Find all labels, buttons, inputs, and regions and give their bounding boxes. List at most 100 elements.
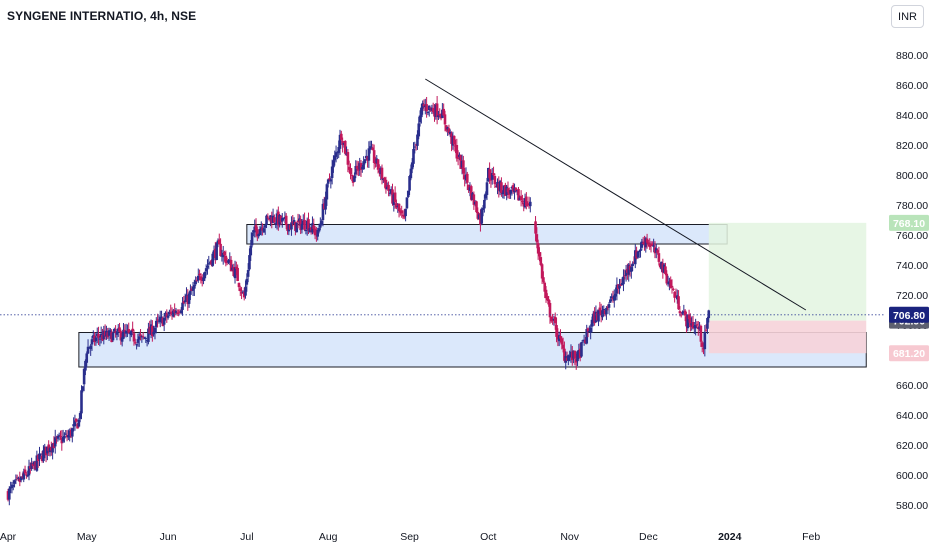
- candle: [278, 213, 281, 228]
- candle-body: [221, 252, 225, 258]
- last-price-tag-label: 706.80: [893, 310, 925, 322]
- candle: [424, 98, 427, 115]
- candle-body: [238, 288, 242, 292]
- candle: [13, 479, 16, 488]
- candle-body: [206, 265, 209, 268]
- candle-body: [349, 168, 352, 175]
- candle: [484, 191, 487, 201]
- time-axis[interactable]: Apr May Jun Jul Aug Sep Oct Nov Dec 2024 Feb: [0, 531, 820, 543]
- candle: [588, 325, 591, 333]
- candle-body: [98, 338, 102, 340]
- candle: [53, 429, 57, 454]
- candle: [241, 290, 245, 294]
- candle: [590, 316, 594, 333]
- candle-body: [207, 263, 211, 265]
- candle-body: [677, 296, 680, 310]
- candle: [593, 307, 596, 326]
- candle: [253, 219, 257, 238]
- candle: [84, 359, 87, 376]
- candle-body: [455, 144, 459, 159]
- currency-button[interactable]: INR: [891, 5, 924, 28]
- candle-body: [539, 257, 543, 265]
- candle: [656, 248, 659, 255]
- candle: [95, 327, 99, 344]
- candle-body: [414, 144, 418, 146]
- candle-body: [475, 201, 478, 213]
- candle-body: [39, 453, 43, 455]
- overlay-layer: [0, 78, 884, 316]
- candle-body: [660, 261, 663, 270]
- candle: [610, 293, 613, 302]
- candle: [577, 343, 581, 360]
- candle: [581, 339, 585, 343]
- candle: [47, 440, 50, 457]
- candle-body: [471, 193, 474, 201]
- candle-body: [510, 186, 514, 189]
- candle: [80, 385, 83, 420]
- candle: [237, 282, 241, 291]
- candle-body: [118, 327, 121, 332]
- candle: [194, 276, 197, 286]
- candle: [706, 316, 709, 334]
- candle: [479, 209, 482, 232]
- candle: [522, 198, 526, 212]
- candle: [64, 430, 68, 436]
- candle: [517, 186, 520, 201]
- candle-body: [279, 216, 283, 223]
- stop-price-tag-box: [889, 345, 929, 362]
- candle-body: [382, 178, 385, 181]
- candle-body: [203, 271, 207, 279]
- candle-body: [640, 241, 644, 248]
- target-price-tag-label: 768.10: [893, 218, 925, 230]
- candle-body: [320, 221, 323, 226]
- candle-body: [91, 335, 95, 338]
- candle-body: [614, 293, 617, 297]
- candle: [165, 309, 169, 323]
- candle: [334, 145, 338, 163]
- candle: [615, 277, 619, 301]
- candle: [645, 233, 649, 249]
- candle-body: [257, 234, 260, 237]
- candle: [489, 169, 493, 188]
- candle: [136, 333, 140, 347]
- candle-body: [253, 226, 257, 233]
- candle: [349, 163, 352, 180]
- candle: [114, 325, 117, 338]
- candle: [422, 99, 426, 111]
- candle-body: [267, 218, 271, 220]
- price-axis[interactable]: 580.00600.00620.00640.00660.00680.00700.…: [896, 50, 928, 512]
- candle: [144, 336, 148, 344]
- candle-body: [147, 328, 150, 342]
- candle-body: [52, 442, 56, 449]
- candle-body: [376, 159, 380, 170]
- candle: [82, 367, 86, 392]
- candle: [464, 167, 468, 184]
- candle-body: [557, 335, 561, 342]
- candle: [221, 245, 225, 265]
- candle-body: [586, 328, 590, 332]
- candle: [681, 310, 684, 315]
- candle: [363, 158, 367, 165]
- candle: [700, 340, 704, 353]
- candle-body: [661, 263, 665, 273]
- candle-body: [666, 282, 670, 284]
- candle: [74, 418, 78, 423]
- candle-body: [497, 183, 501, 191]
- candle: [641, 237, 645, 244]
- candle: [9, 481, 12, 494]
- candle-body: [343, 140, 347, 154]
- candle: [158, 310, 162, 328]
- candle: [392, 192, 396, 212]
- candle: [265, 214, 268, 229]
- candle-body: [397, 203, 401, 212]
- candle: [305, 217, 309, 236]
- candle-body: [162, 317, 166, 325]
- candle-body: [559, 335, 562, 339]
- candle-body: [248, 255, 251, 270]
- candle: [288, 224, 292, 230]
- candle-body: [259, 227, 263, 230]
- candle-body: [67, 435, 70, 438]
- trendline: [425, 78, 807, 311]
- candle-body: [301, 220, 305, 225]
